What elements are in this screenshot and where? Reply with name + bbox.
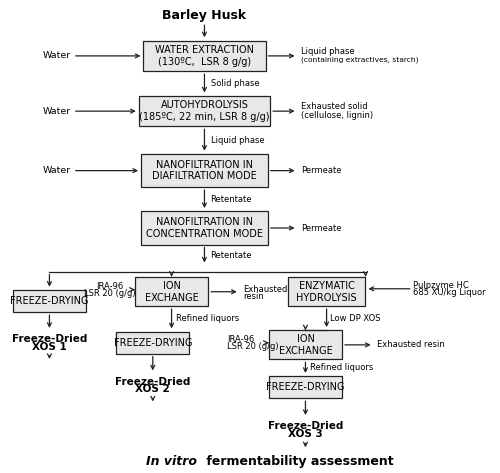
FancyBboxPatch shape	[135, 277, 208, 306]
Text: Water: Water	[42, 106, 70, 115]
Text: Liquid phase: Liquid phase	[301, 47, 354, 56]
FancyBboxPatch shape	[269, 331, 342, 359]
Text: FREEZE-DRYING: FREEZE-DRYING	[114, 338, 192, 348]
Text: Water: Water	[42, 166, 70, 175]
Text: XOS 2: XOS 2	[136, 385, 170, 394]
FancyBboxPatch shape	[13, 290, 86, 312]
Text: fermentability assessment: fermentability assessment	[202, 455, 394, 468]
Text: IRA-96: IRA-96	[96, 282, 123, 291]
FancyBboxPatch shape	[141, 154, 268, 187]
Text: Retentate: Retentate	[210, 251, 252, 260]
Text: FREEZE-DRYING: FREEZE-DRYING	[10, 296, 88, 306]
Text: NANOFILTRATION IN
DIAFILTRATION MODE: NANOFILTRATION IN DIAFILTRATION MODE	[152, 160, 257, 182]
FancyBboxPatch shape	[144, 41, 266, 71]
Text: (containing extractives, starch): (containing extractives, starch)	[301, 57, 418, 63]
Text: Permeate: Permeate	[301, 166, 342, 175]
Text: LSR 20 (g/g): LSR 20 (g/g)	[227, 342, 278, 350]
Text: Exhausted solid: Exhausted solid	[301, 102, 368, 111]
Text: Low DP XOS: Low DP XOS	[330, 314, 381, 323]
FancyBboxPatch shape	[141, 211, 268, 245]
Text: Liquid phase: Liquid phase	[210, 136, 264, 145]
Text: Pulpzyme HC: Pulpzyme HC	[414, 281, 469, 290]
Text: resin: resin	[243, 292, 264, 301]
Text: Freeze-Dried: Freeze-Dried	[268, 421, 343, 431]
Text: Water: Water	[42, 52, 70, 61]
Text: XOS 1: XOS 1	[32, 342, 67, 352]
Text: Refined liquors: Refined liquors	[176, 314, 240, 323]
Text: Permeate: Permeate	[301, 224, 342, 233]
Text: Exhausted: Exhausted	[243, 285, 288, 294]
Text: LSR 20 (g/g): LSR 20 (g/g)	[84, 289, 136, 298]
Text: 685 XU/kg Liquor: 685 XU/kg Liquor	[414, 288, 486, 297]
Text: (cellulose, lignin): (cellulose, lignin)	[301, 111, 373, 120]
Text: In vitro: In vitro	[146, 455, 196, 468]
Text: Barley Husk: Barley Husk	[162, 9, 246, 22]
FancyBboxPatch shape	[116, 332, 189, 354]
Text: Refined liquors: Refined liquors	[310, 363, 374, 372]
Text: WATER EXTRACTION
(130ºC,  LSR 8 g/g): WATER EXTRACTION (130ºC, LSR 8 g/g)	[155, 45, 254, 67]
Text: Freeze-Dried: Freeze-Dried	[12, 334, 87, 344]
Text: ION
EXCHANGE: ION EXCHANGE	[144, 281, 199, 303]
Text: AUTOHYDROLYSIS
(185ºC, 22 min, LSR 8 g/g): AUTOHYDROLYSIS (185ºC, 22 min, LSR 8 g/g…	[139, 100, 270, 122]
Text: Retentate: Retentate	[210, 194, 252, 203]
FancyBboxPatch shape	[138, 96, 270, 126]
Text: XOS 3: XOS 3	[288, 429, 323, 439]
Text: Freeze-Dried: Freeze-Dried	[115, 377, 190, 387]
Text: ENZYMATIC
HYDROLYSIS: ENZYMATIC HYDROLYSIS	[296, 281, 357, 303]
Text: IRA-96: IRA-96	[227, 335, 254, 344]
Text: FREEZE-DRYING: FREEZE-DRYING	[266, 382, 344, 393]
Text: Exhausted resin: Exhausted resin	[377, 341, 444, 350]
Text: ION
EXCHANGE: ION EXCHANGE	[278, 334, 332, 356]
FancyBboxPatch shape	[269, 377, 342, 398]
Text: NANOFILTRATION IN
CONCENTRATION MODE: NANOFILTRATION IN CONCENTRATION MODE	[146, 217, 263, 239]
Text: Solid phase: Solid phase	[210, 79, 259, 88]
FancyBboxPatch shape	[288, 277, 366, 306]
